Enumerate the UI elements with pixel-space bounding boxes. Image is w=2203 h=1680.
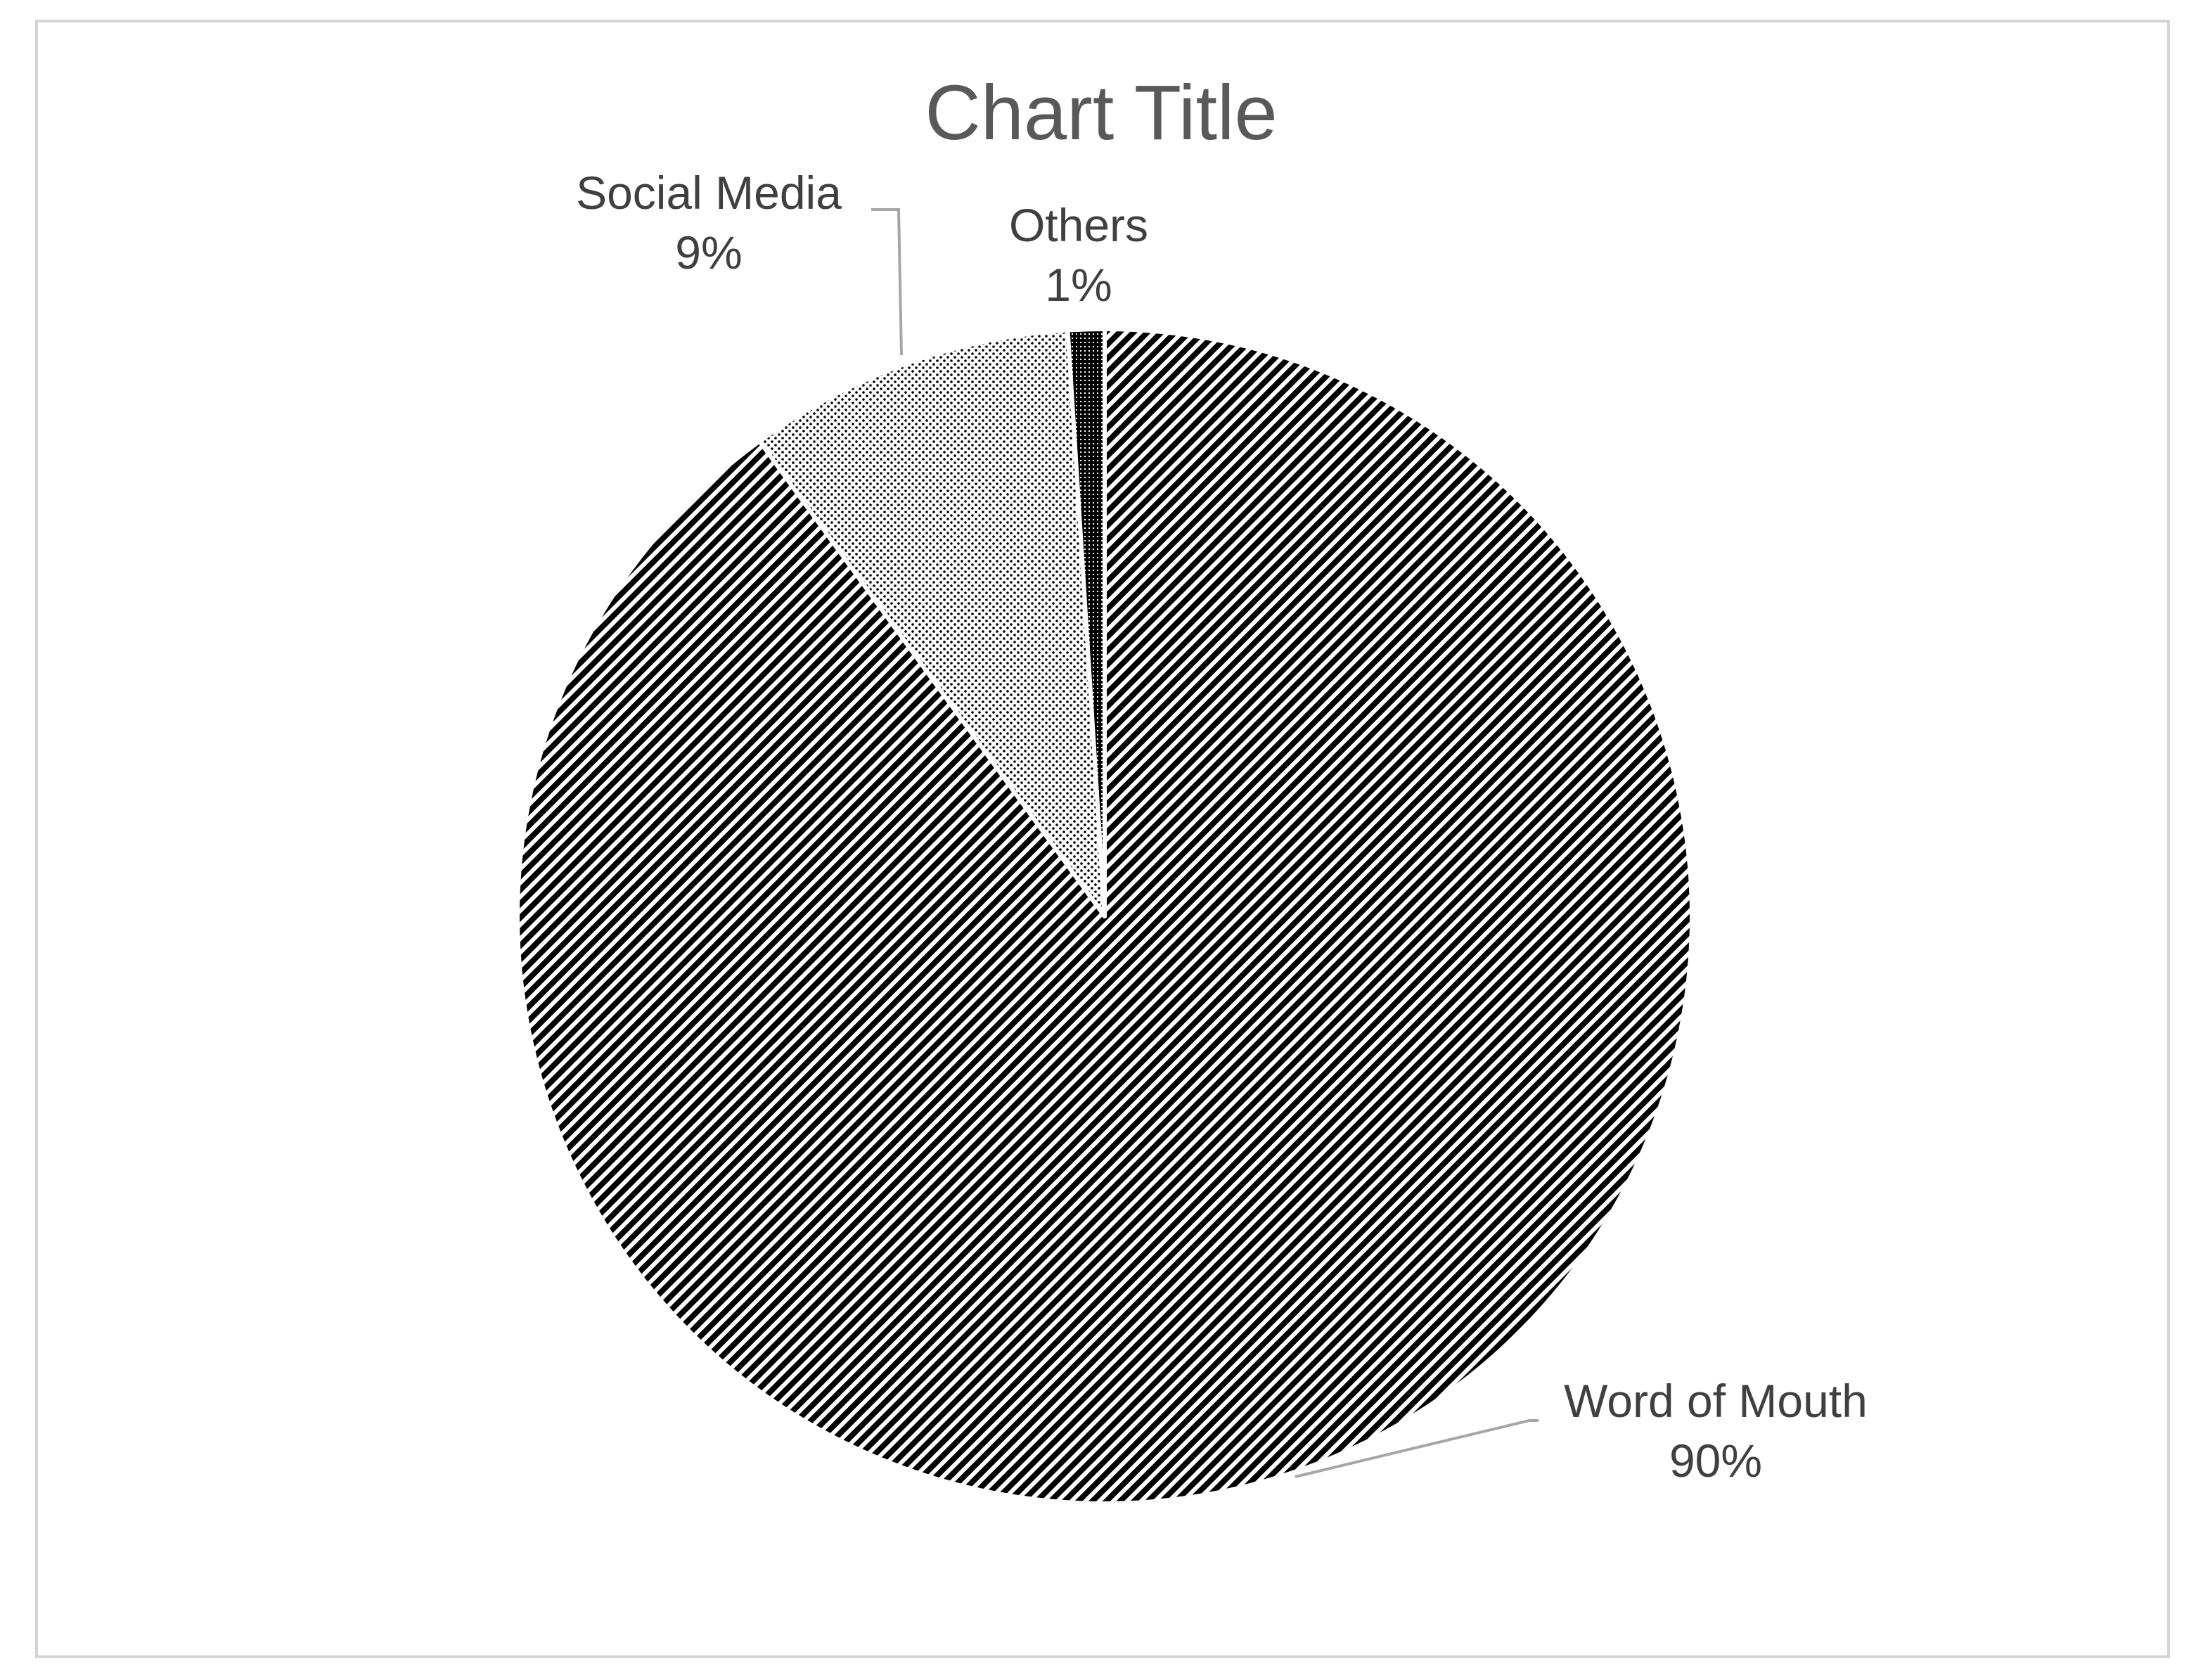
data-label-value-word-of-mouth: 90% — [1669, 1435, 1762, 1487]
data-label-category-word-of-mouth: Word of Mouth — [1564, 1375, 1868, 1427]
leader-lines — [871, 208, 1539, 1478]
leader-line-word-of-mouth — [1295, 1419, 1539, 1478]
data-label-category-others: Others — [1009, 199, 1148, 251]
pie-slice-social-media — [757, 328, 1107, 918]
chart-title: Chart Title — [925, 70, 1277, 156]
pie-slices — [515, 327, 1694, 1506]
data-label-category-social-media: Social Media — [576, 167, 842, 219]
leader-line-social-media — [871, 208, 903, 356]
data-label-value-others: 1% — [1045, 259, 1112, 311]
data-label-value-social-media: 9% — [675, 226, 742, 278]
pie-slice-others — [1065, 327, 1107, 918]
pie-slice-word-of-mouth — [515, 327, 1694, 1506]
